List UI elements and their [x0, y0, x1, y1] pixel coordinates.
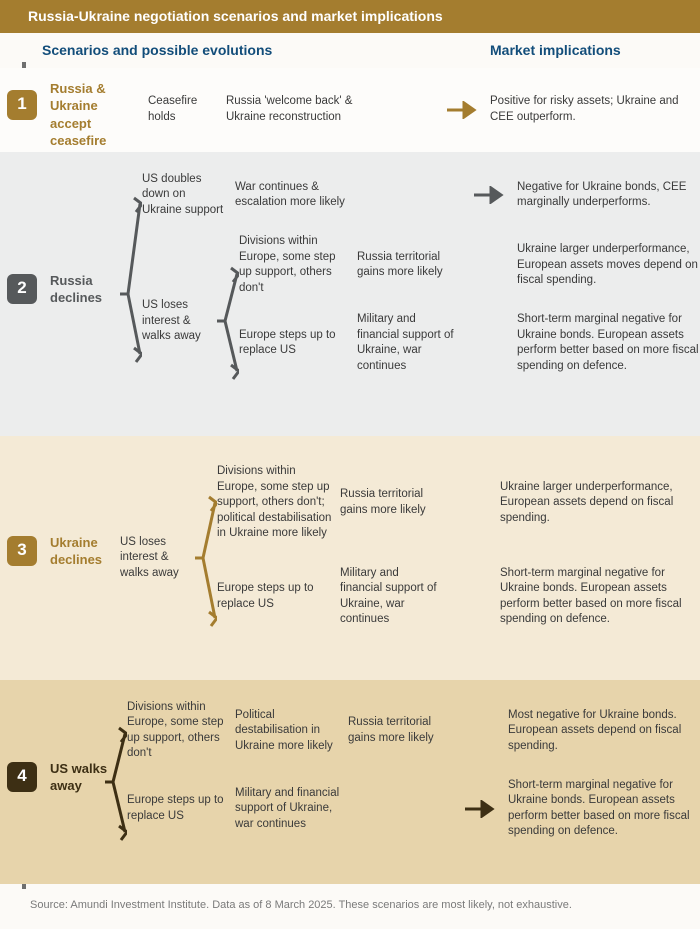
- s2b-label: US loses interest & walks away: [142, 298, 217, 345]
- s2b1-impl: Ukraine larger underperformance, Europea…: [517, 242, 700, 289]
- s4b-e1: Europe steps up to replace US: [127, 793, 227, 824]
- s2b1-e2: Russia territorial gains more likely: [357, 250, 457, 281]
- s2b2-e1: Europe steps up to replace US: [239, 328, 349, 359]
- s3a-row: Divisions within Europe, some step up su…: [217, 448, 700, 558]
- s2b1-row: Divisions within Europe, some step up su…: [239, 226, 700, 304]
- s3-path-label: US loses interest & walks away: [120, 535, 195, 582]
- s2b2-row: Europe steps up to replace US Military a…: [239, 304, 700, 382]
- badge-3: 3: [7, 536, 37, 566]
- s2a-impl: Negative for Ukraine bonds, CEE marginal…: [517, 180, 700, 211]
- s2b2-e2: Military and financial support of Ukrain…: [357, 312, 457, 374]
- scenario-2-title: Russia declines: [50, 272, 120, 307]
- s2-path-a: US doubles down on Ukraine support War c…: [142, 164, 700, 227]
- s2-outer-split: US doubles down on Ukraine support War c…: [50, 164, 690, 424]
- scenario-3-title: Ukraine declines: [50, 534, 120, 569]
- scenario-1: 1 Russia & Ukraine accept ceasefire Ceas…: [0, 68, 700, 152]
- source-footer: Source: Amundi Investment Institute. Dat…: [0, 884, 700, 919]
- s2b2-impl: Short-term marginal negative for Ukraine…: [517, 312, 700, 374]
- s4a-row: Divisions within Europe, some step up su…: [127, 692, 700, 770]
- s3a-e2: Russia territorial gains more likely: [340, 487, 440, 518]
- split-icon: [105, 692, 127, 872]
- scenario-2: 2 Russia declines US doubles down on Ukr…: [0, 152, 700, 436]
- scenario-3: 3 Ukraine declines US loses interest & w…: [0, 436, 700, 680]
- title-bar: Russia-Ukraine negotiation scenarios and…: [0, 0, 700, 33]
- badge-1: 1: [7, 90, 37, 120]
- header-scenarios: Scenarios and possible evolutions: [42, 41, 490, 60]
- scenario-1-row: Ceasefire holds Russia 'welcome back' & …: [50, 80, 690, 140]
- s4a-impl: Most negative for Ukraine bonds. Europea…: [508, 708, 700, 755]
- s4-split: Divisions within Europe, some step up su…: [50, 692, 690, 872]
- s3b-impl: Short-term marginal negative for Ukraine…: [500, 566, 700, 628]
- s3a-e1: Divisions within Europe, some step up su…: [217, 464, 332, 542]
- s3-split: US loses interest & walks away Divisions…: [50, 448, 690, 668]
- s4b-e2: Military and financial support of Ukrain…: [235, 786, 340, 833]
- arrow-icon: [464, 800, 500, 818]
- s1-evo-2: Russia 'welcome back' & Ukraine reconstr…: [226, 94, 376, 125]
- scenario-4-title: US walks away: [50, 760, 110, 795]
- s2-path-b: US loses interest & walks away Divisions…: [142, 226, 700, 416]
- split-icon: [217, 226, 239, 416]
- s2b1-e1: Divisions within Europe, some step up su…: [239, 234, 349, 296]
- split-icon: [120, 164, 142, 424]
- s3b-e1: Europe steps up to replace US: [217, 581, 332, 612]
- scenario-4: 4 US walks away Divisions within Europe,…: [0, 680, 700, 884]
- s4b-impl: Short-term marginal negative for Ukraine…: [508, 778, 700, 840]
- title-text: Russia-Ukraine negotiation scenarios and…: [28, 8, 443, 24]
- badge-2: 2: [7, 274, 37, 304]
- s3b-e2: Military and financial support of Ukrain…: [340, 566, 440, 628]
- arrow-icon: [473, 186, 509, 204]
- s4a-e2: Political destabilisation in Ukraine mor…: [235, 708, 340, 755]
- column-headers: Scenarios and possible evolutions Market…: [0, 39, 700, 68]
- s2a-evo: War continues & escalation more likely: [235, 180, 345, 211]
- infographic: Russia-Ukraine negotiation scenarios and…: [0, 0, 700, 929]
- s1-implication: Positive for risky assets; Ukraine and C…: [490, 94, 690, 125]
- scenario-1-title: Russia & Ukraine accept ceasefire: [50, 80, 135, 150]
- split-icon: [195, 448, 217, 668]
- s3b-row: Europe steps up to replace US Military a…: [217, 558, 700, 636]
- s3a-impl: Ukraine larger underperformance, Europea…: [500, 480, 700, 527]
- s1-evo-1: Ceasefire holds: [148, 94, 218, 125]
- s4b-row: Europe steps up to replace US Military a…: [127, 770, 700, 848]
- s4a-e3: Russia territorial gains more likely: [348, 715, 448, 746]
- header-implications: Market implications: [490, 41, 700, 60]
- arrow-icon: [446, 101, 482, 119]
- s4a-e1: Divisions within Europe, some step up su…: [127, 700, 227, 762]
- s2a-label: US doubles down on Ukraine support: [142, 172, 227, 219]
- badge-4: 4: [7, 762, 37, 792]
